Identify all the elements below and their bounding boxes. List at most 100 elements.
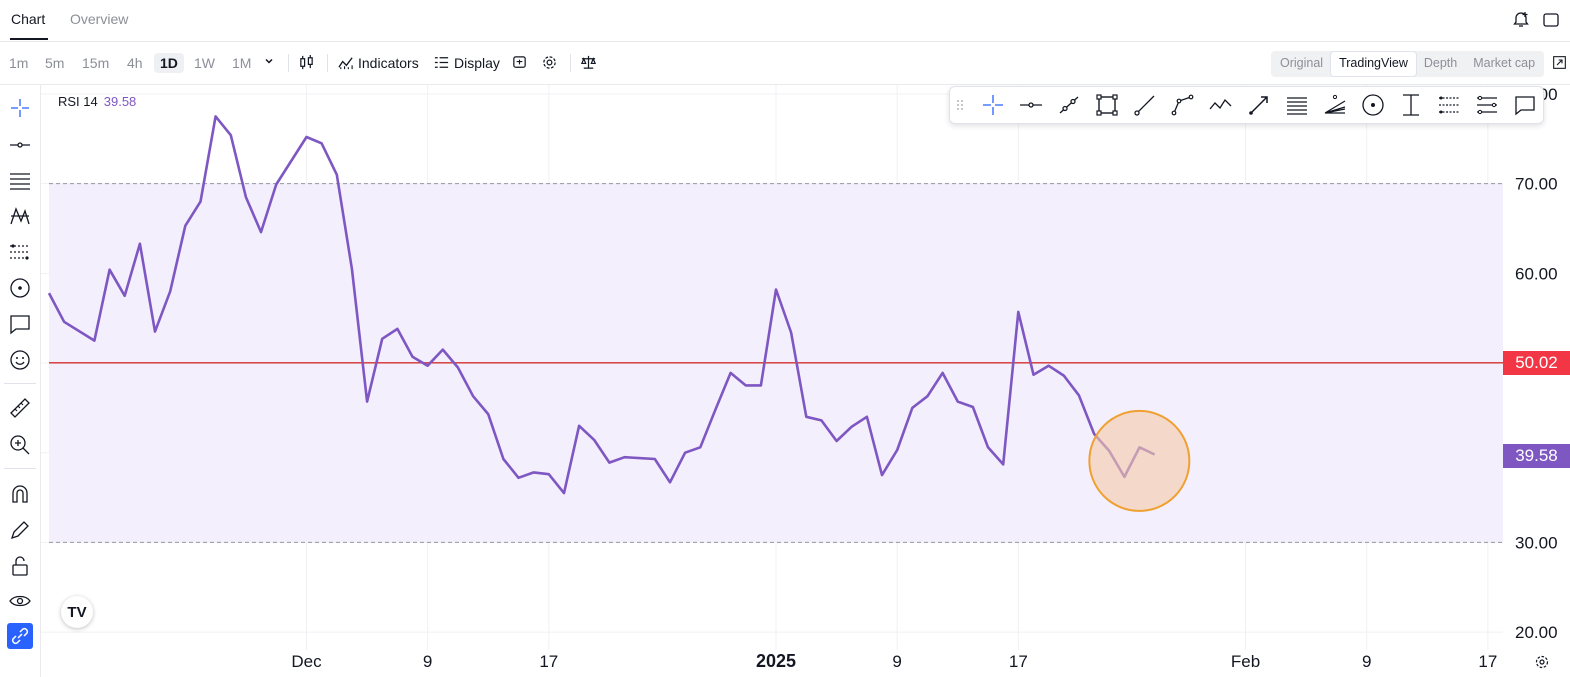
timeframe-dropdown[interactable] <box>263 55 275 67</box>
drawing-sidebar <box>0 85 41 677</box>
pattern-icon <box>10 207 30 225</box>
time-axis-label: Feb <box>1231 652 1260 671</box>
crosshair-draw-icon[interactable] <box>981 93 1005 117</box>
midline-price-badge: 50.02 <box>1503 350 1570 375</box>
toolbar-divider <box>570 54 571 72</box>
candles-icon <box>300 54 313 70</box>
tab-bar: Chart Overview <box>0 0 1570 42</box>
sync-tool[interactable] <box>7 623 33 649</box>
pattern-tool[interactable] <box>7 203 33 229</box>
fullscreen-icon[interactable] <box>1542 11 1560 34</box>
zoom-tool[interactable] <box>7 432 33 458</box>
rectangle-draw-icon[interactable] <box>1095 93 1119 117</box>
time-axis-label: Dec <box>291 652 322 671</box>
time-axis-label: 9 <box>423 652 432 671</box>
view-original[interactable]: Original <box>1280 56 1324 70</box>
time-axis-label: 17 <box>1478 652 1497 671</box>
price-axis-label: 30.00 <box>1515 533 1558 552</box>
text-tool[interactable] <box>7 311 33 337</box>
chart-type-button[interactable] <box>298 54 315 71</box>
parallel-lines-draw-icon[interactable] <box>1285 93 1309 117</box>
tab-active-indicator <box>10 38 48 40</box>
ellipse-tool[interactable] <box>7 275 33 301</box>
horizontal-ray-tool[interactable] <box>7 132 33 158</box>
display-button[interactable]: Display <box>433 54 500 71</box>
price-axis-label: 20.00 <box>1515 623 1558 642</box>
circle-icon <box>10 278 30 298</box>
time-axis-label: 17 <box>539 652 558 671</box>
indicator-value: 39.58 <box>103 94 137 109</box>
snapshot-button[interactable] <box>511 54 528 71</box>
magnet-tool[interactable] <box>7 481 33 507</box>
time-axis-label: 9 <box>892 652 901 671</box>
trend-line-draw-icon[interactable] <box>1057 93 1081 117</box>
rsi-series-line <box>47 115 1156 495</box>
view-market-cap[interactable]: Market cap <box>1473 56 1536 70</box>
chevron-down-icon <box>265 58 273 64</box>
measure-tool[interactable] <box>7 395 33 421</box>
rsi-chart[interactable]: 20.0030.0060.0070.0080.00Dec9172025917Fe… <box>41 85 1570 677</box>
pencil-icon <box>10 521 29 540</box>
add-alert-icon[interactable] <box>1512 11 1530 34</box>
timeframe-5m[interactable]: 5m <box>45 55 65 71</box>
magnet-icon <box>12 485 28 503</box>
crosshair-tool[interactable] <box>7 95 33 121</box>
timeframe-15m[interactable]: 15m <box>82 55 110 71</box>
timeframe-1d[interactable]: 1D <box>154 53 184 73</box>
indicators-icon <box>338 57 353 70</box>
axis-settings-icon[interactable] <box>1534 654 1550 675</box>
tradingview-logo[interactable]: TV <box>61 596 93 628</box>
fib-levels-draw-icon[interactable] <box>1437 93 1461 117</box>
unlock-icon <box>12 556 28 576</box>
timeframe-4h[interactable]: 4h <box>127 55 143 71</box>
ray-draw-icon[interactable] <box>1133 93 1157 117</box>
path-draw-icon[interactable] <box>1171 93 1195 117</box>
timeframe-1w[interactable]: 1W <box>194 55 215 71</box>
horizontal-line-draw-icon[interactable] <box>1019 93 1043 117</box>
time-axis-label: 17 <box>1009 652 1028 671</box>
vertical-measure-draw-icon[interactable] <box>1399 93 1423 117</box>
sidebar-divider <box>4 468 36 469</box>
expand-button[interactable] <box>1552 55 1567 70</box>
timeframe-1m[interactable]: 1m <box>9 55 29 71</box>
price-axis-label: 70.00 <box>1515 175 1558 194</box>
hide-tool[interactable] <box>7 588 33 614</box>
horizontal-line-icon <box>10 142 30 148</box>
scale-icon <box>580 55 597 69</box>
time-axis-label: 9 <box>1362 652 1371 671</box>
fib-tool[interactable] <box>7 168 33 194</box>
sidebar-divider <box>4 383 36 384</box>
highlight-circle <box>1088 409 1191 512</box>
list-icon <box>434 57 449 68</box>
view-tradingview[interactable]: TradingView <box>1331 52 1416 76</box>
expand-icon <box>1553 56 1566 69</box>
timeframe-1m-month[interactable]: 1M <box>232 55 252 71</box>
last-value-badge: 39.58 <box>1503 444 1570 469</box>
tab-chart[interactable]: Chart <box>11 11 46 27</box>
arrow-draw-icon[interactable] <box>1247 93 1271 117</box>
view-switcher: Original TradingView Depth Market cap <box>1271 51 1545 77</box>
settings-button[interactable] <box>541 54 558 71</box>
indicators-label: Indicators <box>358 54 419 71</box>
circle-draw-icon[interactable] <box>1361 93 1385 117</box>
link-icon <box>11 627 29 645</box>
fib-retracement-icon <box>10 173 30 190</box>
tab-overview[interactable]: Overview <box>70 11 129 27</box>
lock-tool[interactable] <box>7 553 33 579</box>
indicators-button[interactable]: Indicators <box>337 54 419 71</box>
indicator-legend[interactable]: RSI 14 39.58 <box>58 94 136 109</box>
fan-draw-icon[interactable] <box>1323 93 1347 117</box>
compare-button[interactable] <box>580 54 597 71</box>
top-right-icons <box>1512 11 1560 34</box>
projection-icon <box>10 244 30 260</box>
projection-tool[interactable] <box>7 239 33 265</box>
note-draw-icon[interactable] <box>1513 93 1537 117</box>
stay-drawing-tool[interactable] <box>7 517 33 543</box>
position-draw-icon[interactable] <box>1475 93 1499 117</box>
price-axis-label: 60.00 <box>1515 264 1558 283</box>
view-depth[interactable]: Depth <box>1423 56 1458 70</box>
emoji-tool[interactable] <box>7 347 33 373</box>
polyline-draw-icon[interactable] <box>1209 93 1233 117</box>
drag-handle-icon[interactable] <box>952 93 968 117</box>
gear-icon <box>543 56 556 69</box>
